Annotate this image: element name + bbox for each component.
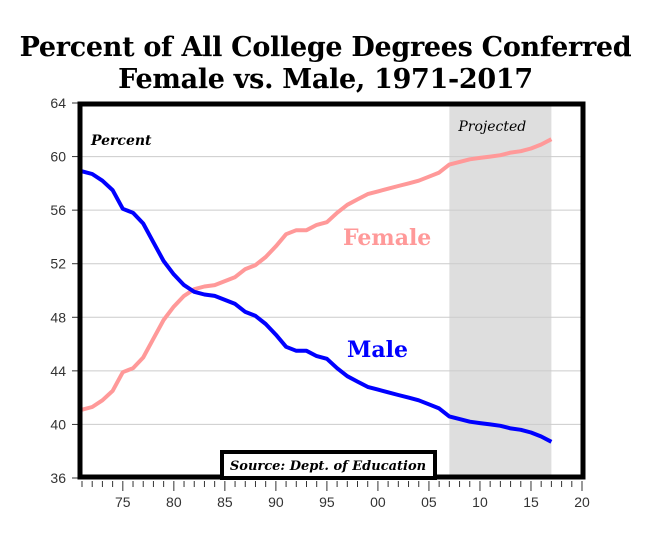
source-label: Source: Dept. of Education: [230, 459, 426, 474]
x-tick-label: 00: [370, 494, 386, 510]
x-tick-label: 95: [319, 494, 335, 510]
y-tick-label: 44: [50, 363, 66, 379]
series-line-male: [81, 169, 553, 444]
y-tick-label: 48: [50, 309, 66, 325]
x-tick-label: 85: [217, 494, 233, 510]
x-tick-label: 10: [472, 494, 488, 510]
x-tick-label: 05: [421, 494, 437, 510]
series-line-female: [81, 137, 553, 412]
y-tick-label: 40: [50, 416, 66, 432]
x-tick-label: 20: [574, 494, 590, 510]
series-label-female: Female: [343, 225, 431, 251]
y-tick-label: 60: [50, 149, 66, 165]
x-tick-label: 15: [523, 494, 539, 510]
y-tick-label: 36: [50, 470, 66, 486]
projected-region: [449, 103, 552, 478]
y-axis-label: Percent: [90, 133, 152, 149]
projected-label: Projected: [457, 119, 526, 135]
chart-title: Percent of All College Degrees Conferred: [19, 32, 632, 63]
chart-subtitle: Female vs. Male, 1971-2017: [118, 64, 533, 95]
x-tick-label: 90: [268, 494, 284, 510]
y-tick-label: 52: [50, 256, 66, 272]
source-box: [220, 450, 437, 480]
x-tick-label: 80: [166, 494, 182, 510]
series-label-male: Male: [347, 337, 408, 363]
y-tick-label: 56: [50, 202, 66, 218]
y-tick-label: 64: [50, 95, 66, 111]
x-tick-label: 75: [115, 494, 131, 510]
